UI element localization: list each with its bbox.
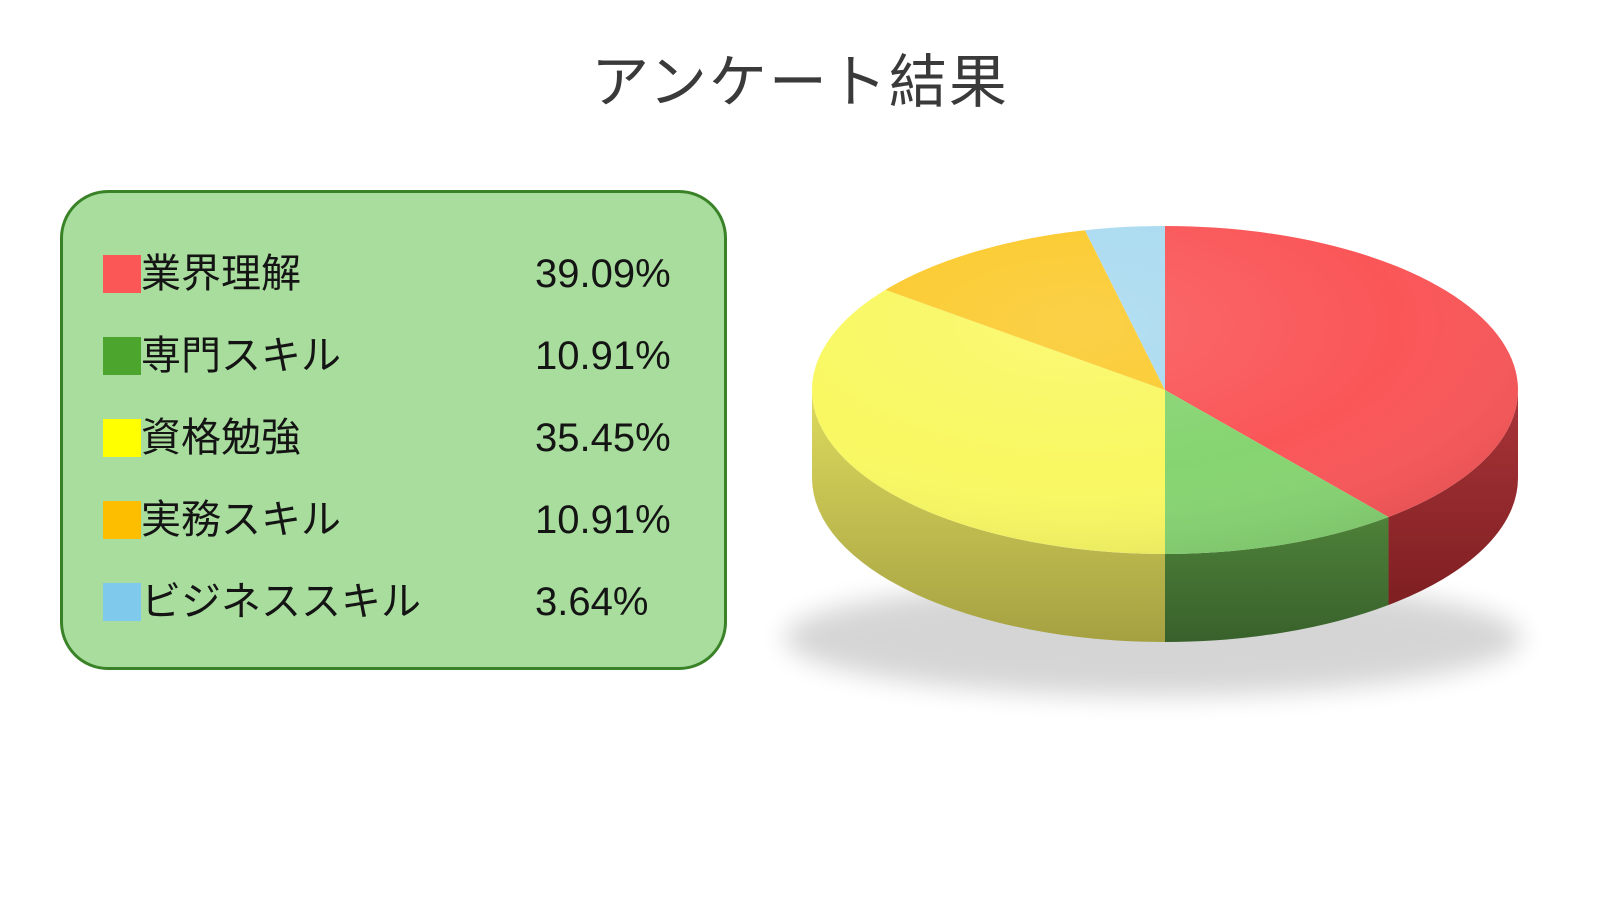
legend-color-swatch — [103, 337, 141, 375]
legend-color-swatch — [103, 419, 141, 457]
legend-item-label: 資格勉強 — [141, 416, 301, 460]
legend-item: 資格勉強 35.45% — [103, 397, 700, 479]
legend-rows: 業界理解 39.09% 専門スキル 10.91% 資格勉強 35.45% 実務ス… — [103, 233, 700, 643]
legend-item-label: 専門スキル — [141, 334, 341, 378]
legend-item-value: 39.09% — [535, 252, 671, 296]
legend-box: 業界理解 39.09% 専門スキル 10.91% 資格勉強 35.45% 実務ス… — [60, 190, 727, 670]
chart-title: アンケート結果 — [591, 50, 1009, 115]
legend-item-value: 3.64% — [535, 580, 649, 624]
legend-color-swatch — [103, 255, 141, 293]
legend-color-swatch — [103, 501, 141, 539]
legend-item: ビジネススキル 3.64% — [103, 561, 700, 643]
legend-item-label: ビジネススキル — [141, 580, 421, 624]
legend-item-value: 10.91% — [535, 334, 671, 378]
legend-item: 実務スキル 10.91% — [103, 479, 700, 561]
legend-item-value: 35.45% — [535, 416, 671, 460]
legend-color-swatch — [103, 583, 141, 621]
legend-item-label: 実務スキル — [141, 498, 341, 542]
pie-slice-side-資格勉強 — [812, 390, 1165, 642]
legend-item-label: 業界理解 — [141, 252, 301, 296]
legend-item: 業界理解 39.09% — [103, 233, 700, 315]
legend-item: 専門スキル 10.91% — [103, 315, 700, 397]
legend-item-value: 10.91% — [535, 498, 671, 542]
